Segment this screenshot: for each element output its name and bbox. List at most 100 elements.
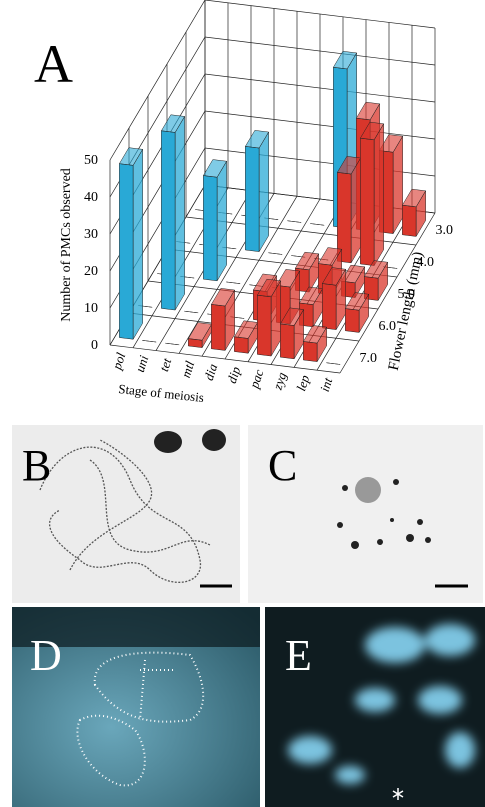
x-tick-label: pol: [109, 350, 129, 372]
bar-front: [245, 146, 260, 252]
bar: [226, 281, 241, 284]
bar-front: [264, 217, 279, 220]
bar: [244, 130, 270, 253]
chromosome-threads: [39, 439, 211, 583]
bar: [160, 114, 186, 311]
bar: [383, 266, 398, 269]
bar-side: [174, 115, 185, 311]
bar-side: [258, 131, 269, 253]
x-tick-label: tet: [156, 356, 174, 373]
bar: [138, 305, 153, 308]
micrographs: B C D E: [12, 425, 485, 807]
bar: [279, 307, 305, 360]
depth-tick-label: 7.0: [360, 351, 378, 366]
bar: [256, 278, 282, 357]
bar-front: [184, 310, 199, 314]
depth-tick-label: 3.0: [436, 223, 454, 238]
nucleolus: [154, 431, 182, 453]
bar: [222, 246, 237, 250]
bar-front: [226, 281, 241, 284]
bar-top: [244, 130, 270, 149]
bar-top: [160, 114, 186, 133]
y-tick-label: 20: [84, 264, 98, 279]
bar-front: [360, 137, 375, 266]
bar-front: [180, 276, 195, 279]
bar-front: [230, 316, 245, 319]
bar-top: [332, 50, 358, 70]
depth-tick-label: 5.0: [398, 287, 416, 302]
bar: [210, 288, 236, 352]
bar-front: [119, 163, 134, 340]
panel-label: C: [268, 441, 297, 490]
x-tick-label: zyg: [269, 370, 289, 393]
bar-side: [392, 135, 403, 235]
y-tick-label: 40: [84, 190, 98, 205]
x-tick-label: pac: [246, 367, 266, 391]
bar: [287, 220, 302, 223]
y-axis-label: Number of PMCs observed: [59, 168, 74, 322]
bar: [321, 267, 347, 331]
bar: [230, 316, 245, 319]
depth-tick-label: 6.0: [379, 319, 397, 334]
y-tick-label: 50: [84, 153, 98, 168]
bar-front: [268, 252, 283, 255]
bar-front: [402, 204, 417, 237]
floor-line: [339, 212, 436, 374]
bar: [401, 188, 427, 238]
bar-front: [142, 340, 157, 343]
floor-line: [109, 344, 341, 374]
bar-top: [344, 292, 370, 311]
y-tick-label: 30: [84, 227, 98, 242]
bar-side: [350, 157, 361, 264]
y-tick-label: 0: [91, 338, 98, 353]
bar-front: [161, 130, 176, 311]
depth-tick-label: 4.0: [417, 255, 435, 270]
bar: [233, 320, 259, 355]
chromosome-dots: [337, 479, 431, 549]
bar: [268, 252, 283, 255]
bar-side: [132, 148, 143, 341]
bar-front: [222, 246, 237, 250]
bar: [310, 223, 325, 226]
bar-top: [302, 325, 328, 344]
bar-front: [345, 308, 360, 333]
bar-top: [202, 159, 228, 178]
bar: [264, 217, 279, 220]
panel-b-image: [12, 425, 240, 603]
grid-line: [109, 36, 436, 198]
bar-top: [363, 260, 389, 279]
bar-side: [373, 122, 384, 267]
bar: [187, 322, 213, 349]
bar-top: [210, 288, 236, 307]
x-axis-label: Stage of meiosis: [118, 381, 205, 405]
bar: [142, 340, 157, 343]
bar-top: [378, 134, 404, 153]
bar-front: [138, 305, 153, 308]
bar-front: [165, 342, 180, 346]
bar: [336, 156, 362, 264]
x-tick-label: dia: [201, 361, 221, 382]
bar-front: [383, 266, 398, 269]
bar-front: [287, 220, 302, 223]
cell-outlines: [76, 651, 205, 787]
panel-label: D: [30, 631, 62, 680]
bar-front: [234, 336, 249, 354]
x-tick-label: uni: [132, 353, 152, 374]
bar-front: [310, 223, 325, 226]
bar-top: [256, 278, 282, 298]
chart: A Number of PMCs observed Stage of meios…: [34, 0, 454, 405]
panel-c-image: [248, 425, 483, 603]
bar-front: [211, 304, 226, 351]
bar-top: [321, 267, 347, 286]
bar-front: [303, 341, 318, 362]
bar-top: [401, 188, 427, 208]
bar: [180, 276, 195, 279]
bar-top: [118, 147, 144, 166]
panel-label: E: [285, 631, 312, 680]
bar: [165, 342, 180, 346]
bar: [118, 147, 144, 341]
grid-line: [109, 0, 436, 161]
y-tick-label: 10: [84, 301, 98, 316]
nucleolus: [202, 429, 226, 451]
bar: [344, 292, 370, 334]
